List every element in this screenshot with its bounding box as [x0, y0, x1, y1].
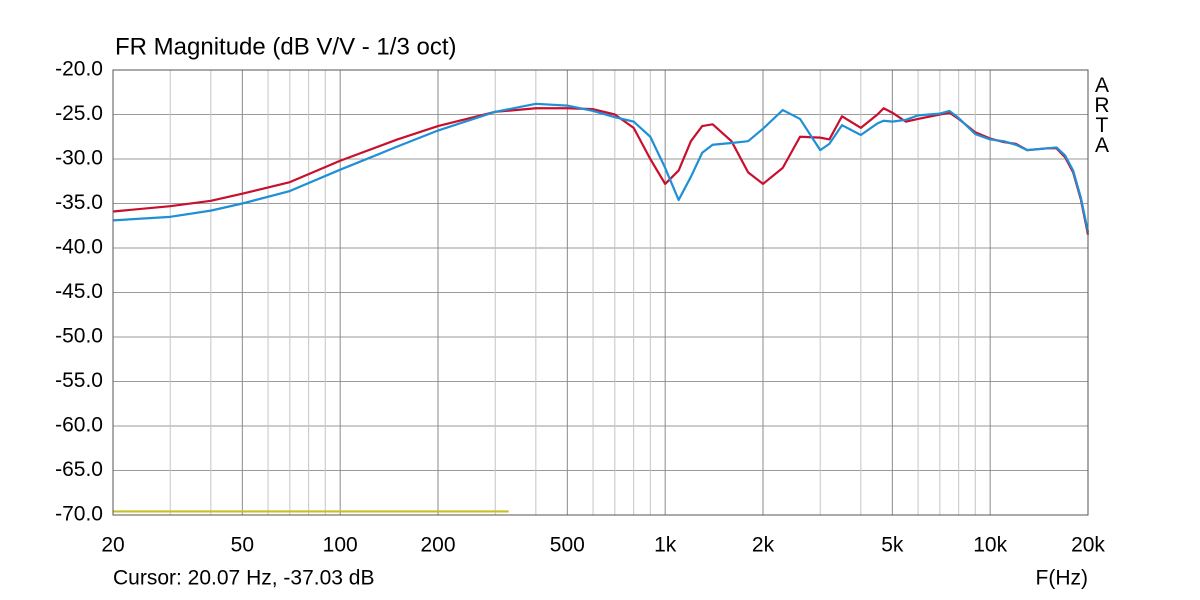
y-tick-label: -45.0 [55, 280, 103, 303]
series-line [112, 107, 1090, 235]
series-line [112, 102, 1090, 233]
y-tick-label: -65.0 [55, 458, 103, 481]
y-tick-label: -25.0 [55, 102, 103, 125]
y-tick-label: -20.0 [55, 58, 103, 81]
x-tick-label: 20k [1071, 534, 1105, 557]
x-tick-label: 1k [654, 534, 677, 557]
x-tick-label: 20 [101, 534, 124, 557]
x-tick-label: 2k [752, 534, 775, 557]
y-tick-label: -70.0 [55, 503, 103, 526]
x-tick-label: 50 [231, 534, 254, 557]
cursor-readout: Cursor: 20.07 Hz, -37.03 dB [113, 567, 374, 590]
x-tick-label: 5k [881, 534, 904, 557]
y-tick-label: -50.0 [55, 325, 103, 348]
y-tick-label: -30.0 [55, 147, 103, 170]
x-tick-label: 500 [550, 534, 585, 557]
brand: ARTA [1090, 74, 1113, 154]
x-tick-label: 200 [420, 534, 455, 557]
y-tick-label: -55.0 [55, 369, 103, 392]
chart-title: FR Magnitude (dB V/V - 1/3 oct) [115, 33, 456, 60]
y-tick-label: -40.0 [55, 236, 103, 259]
y-tick-label: -35.0 [55, 191, 103, 214]
plot-frame [112, 69, 1089, 516]
plot [112, 102, 1090, 513]
y-tick-label: -60.0 [55, 414, 103, 437]
x-tick-label: 10k [973, 534, 1007, 557]
grid: -20.0 -25.0 -30.0 -35.0 -40.0 -45.0 -50.0 -55.0… [55, 58, 1105, 557]
x-tick-label: 100 [323, 534, 358, 557]
x-axis-label: F(Hz) [1036, 567, 1088, 590]
